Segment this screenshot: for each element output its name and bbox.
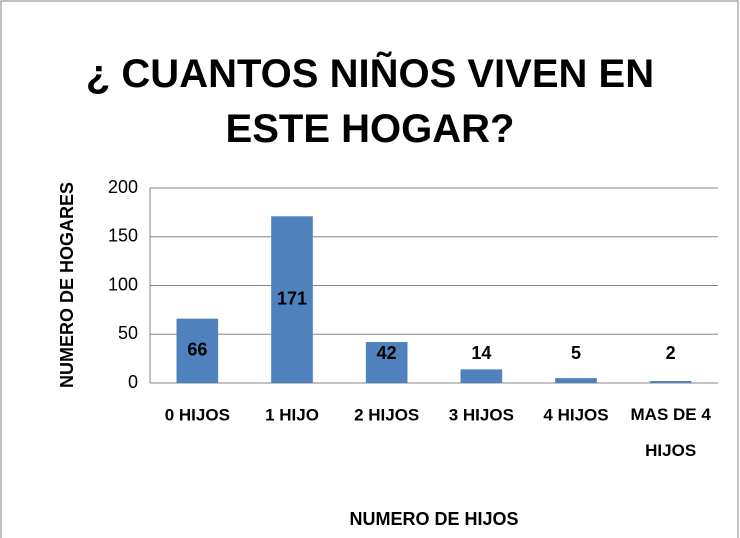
bar [555,378,597,383]
bar [176,318,219,383]
x-tick-label: 0 HIJOS [165,405,230,424]
data-label: 5 [571,343,581,363]
y-tick-label: 150 [108,226,138,246]
y-tick-label: 200 [108,177,138,197]
x-tick-label: 1 HIJO [265,405,319,424]
x-tick-label: 3 HIJOS [449,405,514,424]
x-tick-label: 4 HIJOS [543,405,608,424]
data-label: 14 [471,343,491,363]
data-label: 2 [666,343,676,363]
chart-title: ¿ CUANTOS NIÑOS VIVEN EN ESTE HOGAR? [86,50,654,151]
x-tick-label: MAS DE 4 HIJOS [631,405,712,460]
bar [271,216,313,383]
y-tick-label: 0 [128,372,138,392]
x-axis-label: NUMERO DE HIJOS [349,509,518,529]
y-tick-label: 100 [108,274,138,294]
bar [460,369,503,383]
data-label: 171 [277,288,307,308]
data-label: 66 [187,340,207,360]
x-tick-label: 2 HIJOS [354,405,419,424]
y-axis-label: NUMERO DE HOGARES [57,182,77,388]
y-tick-label: 50 [118,323,138,343]
bar [365,342,408,383]
bar [649,381,692,383]
data-label: 42 [377,343,397,363]
